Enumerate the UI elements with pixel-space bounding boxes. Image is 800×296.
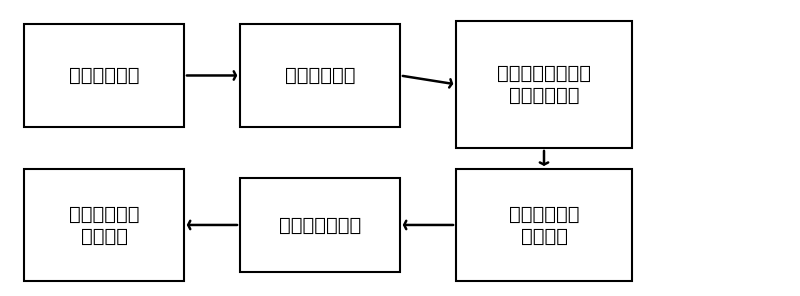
Text: 灰度图转化为
二值化图: 灰度图转化为 二值化图: [69, 205, 139, 245]
FancyBboxPatch shape: [24, 169, 184, 281]
FancyBboxPatch shape: [456, 169, 632, 281]
FancyBboxPatch shape: [456, 21, 632, 148]
Text: 读取焊点样本: 读取焊点样本: [69, 66, 139, 85]
FancyBboxPatch shape: [240, 178, 400, 272]
FancyBboxPatch shape: [240, 24, 400, 127]
Text: 调整图像大小: 调整图像大小: [285, 66, 355, 85]
Text: 灰度图亮度变化: 灰度图亮度变化: [279, 215, 361, 234]
Text: 基于灰度图的
高斯滤波: 基于灰度图的 高斯滤波: [509, 205, 579, 245]
Text: 提取图像红色部分
转化为灰度图: 提取图像红色部分 转化为灰度图: [497, 64, 591, 105]
FancyBboxPatch shape: [24, 24, 184, 127]
